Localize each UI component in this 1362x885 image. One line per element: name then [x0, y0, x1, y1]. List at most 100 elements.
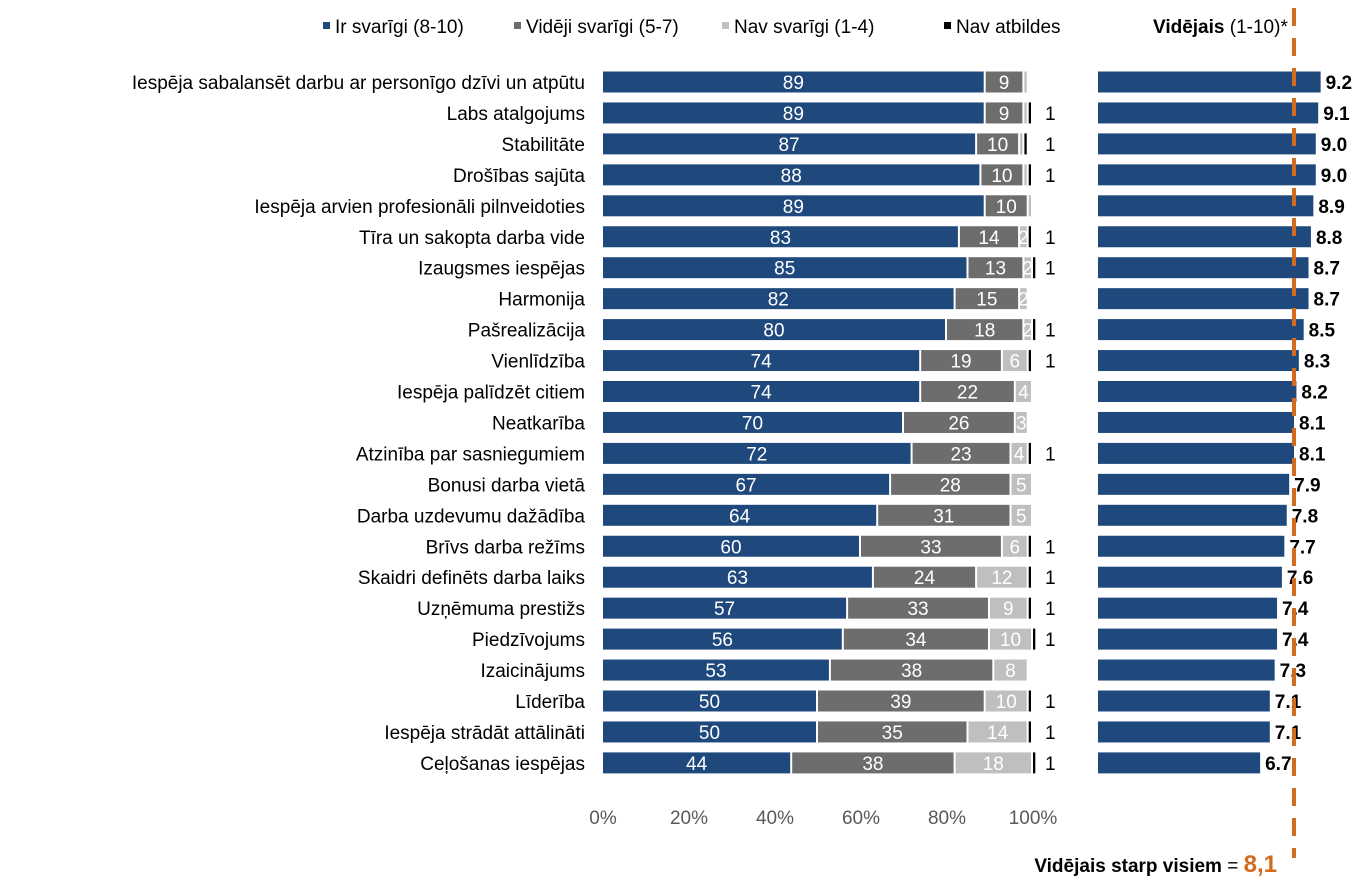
- bar-segment-important: [603, 71, 984, 93]
- mean-value-label: 7.9: [1294, 475, 1320, 496]
- x-tick-label: 0%: [589, 808, 617, 829]
- bar-segment-label-medium: 38: [862, 754, 883, 775]
- bar-segment-label-important: 83: [770, 228, 791, 249]
- bar-segment-no-answer: [1028, 566, 1031, 588]
- bar-segment-no-answer: [1028, 721, 1031, 743]
- bar-segment-label-important: 85: [774, 259, 795, 280]
- bar-segment-medium: [904, 411, 1014, 433]
- bar-segment-label-important: 60: [720, 537, 741, 558]
- bar-segment-label-medium: 22: [957, 383, 978, 404]
- bar-segment-label-important: 53: [705, 661, 726, 682]
- bar-segment-no-answer: [1028, 597, 1031, 619]
- bar-segment-not-important: [1011, 473, 1031, 495]
- bar-segment-label-medium: 10: [987, 135, 1008, 156]
- mean-bar: [1098, 473, 1290, 495]
- bar-segment-label-not-important: 2: [1018, 228, 1029, 249]
- stacked-bar-chart: Iespēja sabalansēt darbu ar personīgo dz…: [132, 71, 1057, 829]
- no-answer-value-label: 1: [1045, 537, 1056, 558]
- no-answer-value-label: 1: [1045, 104, 1056, 125]
- bar-segment-not-important: [1015, 381, 1031, 402]
- no-answer-value-label: 1: [1045, 352, 1056, 373]
- bar-segment-label-not-important: 12: [991, 568, 1012, 589]
- mean-bar: [1098, 319, 1304, 341]
- no-answer-value-label: 1: [1045, 630, 1056, 651]
- bar-segment-no-answer: [1028, 535, 1031, 557]
- bar-segment-important: [603, 288, 954, 310]
- mean-bar: [1098, 690, 1270, 712]
- no-answer-value-label: 1: [1045, 444, 1056, 465]
- bar-segment-no-answer: [1028, 350, 1031, 372]
- bar-segment-important: [603, 442, 911, 464]
- category-label: Drošības sajūta: [453, 166, 585, 187]
- mean-bar: [1098, 752, 1261, 774]
- category-label: Piedzīvojums: [472, 630, 585, 651]
- bar-segment-important: [603, 257, 967, 279]
- bar-segment-medium: [981, 164, 1023, 186]
- bar-segment-not-important: [1002, 350, 1027, 372]
- category-label: Ceļošanas iespējas: [420, 754, 585, 775]
- bar-segment-label-not-important: 2: [1018, 290, 1029, 311]
- bar-segment-not-important: [977, 566, 1027, 588]
- no-answer-value-label: 1: [1045, 135, 1056, 156]
- mean-bar: [1098, 442, 1294, 464]
- no-answer-value-label: 1: [1045, 228, 1056, 249]
- bar-segment-label-medium: 19: [950, 352, 971, 373]
- bar-segment-label-medium: 26: [948, 413, 969, 434]
- bar-segment-label-medium: 39: [890, 692, 911, 713]
- mean-bar: [1098, 71, 1321, 93]
- average-panel-title-bold: Vidējais: [1153, 17, 1224, 38]
- mean-bar: [1098, 628, 1278, 650]
- bar-segment-label-not-important: 5: [1016, 506, 1027, 527]
- bar-segment-no-answer: [1028, 442, 1031, 464]
- mean-bar: [1098, 102, 1319, 124]
- bar-segment-medium: [912, 442, 1010, 464]
- bar-segment-important: [603, 133, 976, 155]
- bar-segment-label-not-important: 9: [1003, 599, 1014, 620]
- bar-segment-label-medium: 10: [996, 197, 1017, 218]
- bar-segment-medium: [955, 288, 1019, 310]
- x-tick-label: 80%: [928, 808, 966, 829]
- bar-segment-medium: [861, 535, 1001, 557]
- bar-segment-important: [603, 164, 980, 186]
- mean-value-label: 8.9: [1318, 197, 1344, 218]
- bar-segment-label-medium: 34: [905, 630, 927, 651]
- category-label: Iespēja strādāt attālināti: [384, 723, 585, 744]
- bar-segment-not-important: [1024, 319, 1031, 341]
- bar-segment-label-not-important: 14: [987, 723, 1009, 744]
- bar-segment-medium: [818, 721, 967, 743]
- bar-segment-important: [603, 628, 842, 650]
- bar-segment-label-important: 89: [783, 104, 804, 125]
- mean-bar: [1098, 659, 1275, 681]
- bar-segment-label-medium: 9: [999, 73, 1010, 94]
- average-panel-title: Vidējais (1-10)*: [1153, 17, 1288, 38]
- bar-segment-label-medium: 15: [976, 290, 997, 311]
- bar-segment-label-medium: 13: [985, 259, 1006, 280]
- mean-bar: [1098, 597, 1278, 619]
- bar-segment-not-important: [1024, 71, 1027, 93]
- bar-segment-label-medium: 14: [978, 228, 1000, 249]
- category-label: Skaidri definēts darba laiks: [358, 568, 585, 589]
- bar-segment-not-important: [1020, 226, 1027, 248]
- bar-segment-label-not-important: 18: [983, 754, 1004, 775]
- bar-segment-medium: [947, 319, 1023, 341]
- bar-segment-important: [603, 690, 816, 712]
- mean-bar: [1098, 411, 1294, 433]
- bar-segment-important: [603, 535, 859, 557]
- bar-segment-medium: [977, 133, 1019, 155]
- mean-bar: [1098, 133, 1316, 155]
- category-label: Izaugsmes iespējas: [418, 259, 585, 280]
- overall-average-equals: =: [1222, 856, 1244, 877]
- overall-average-value: 8,1: [1244, 851, 1277, 878]
- mean-bar: [1098, 535, 1285, 557]
- bar-segment-label-medium: 23: [950, 444, 971, 465]
- mean-value-label: 8.1: [1299, 413, 1326, 434]
- bar-segment-no-answer: [1028, 102, 1031, 124]
- bar-segment-not-important: [1002, 535, 1027, 557]
- category-label: Uzņēmuma prestižs: [417, 599, 585, 620]
- bar-segment-no-answer: [1033, 257, 1036, 279]
- bar-segment-not-important: [1011, 504, 1031, 526]
- bar-segment-medium: [985, 71, 1023, 93]
- bar-segment-label-important: 70: [742, 413, 763, 434]
